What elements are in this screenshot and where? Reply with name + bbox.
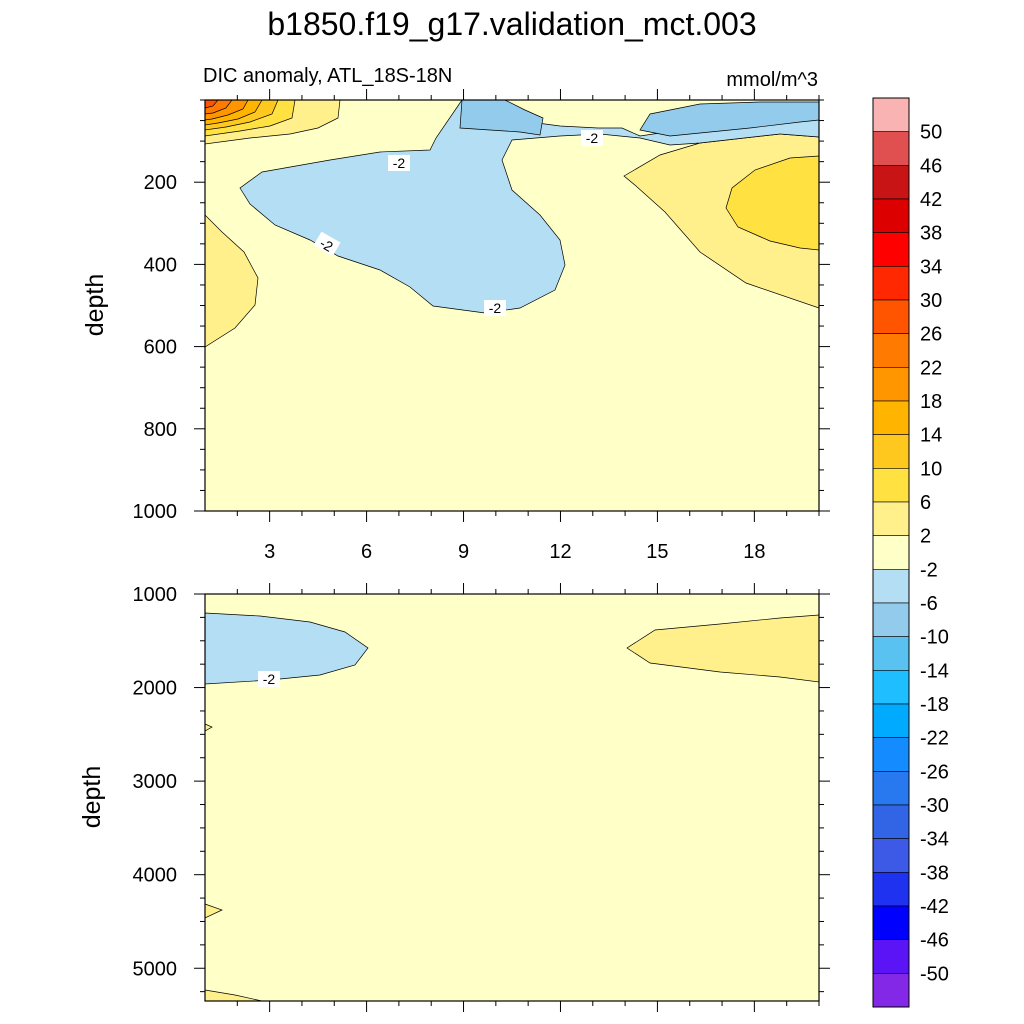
colorbar-label: 42	[920, 189, 942, 211]
x-tick-label: 9	[458, 541, 469, 563]
colorbar-swatch	[872, 804, 910, 839]
colorbar-label: 38	[920, 223, 942, 245]
x-tick-label: 18	[743, 541, 765, 563]
colorbar-label: 30	[920, 290, 942, 312]
contour-label: -2	[489, 300, 502, 316]
y-tick-label: 800	[144, 419, 177, 441]
upper-panel: -2 -2 -2 -2 3 6 9 12 15 18 200 400 600 800 1000 de…	[81, 89, 830, 563]
colorbar-label: -10	[920, 627, 949, 649]
lower-region-neg-west	[204, 612, 369, 685]
y-tick-label: 5000	[133, 958, 178, 980]
upper-contour-labels: -2 -2 -2 -2	[313, 130, 603, 316]
units-label: mmol/m^3	[726, 69, 818, 91]
y-tick-label: 200	[144, 172, 177, 194]
colorbar-swatch	[872, 771, 910, 806]
colorbar-label: -6	[920, 593, 938, 615]
colorbar-swatch	[872, 535, 910, 570]
colorbar-label: -2	[920, 559, 938, 581]
x-tick-label: 12	[549, 541, 571, 563]
colorbar-swatch	[872, 973, 910, 1008]
colorbar-swatch	[872, 333, 910, 368]
upper-y-axis-label: depth	[81, 274, 109, 337]
colorbar-swatch	[872, 872, 910, 907]
colorbar-swatch	[872, 400, 910, 435]
y-tick-label: 1000	[133, 501, 178, 523]
colorbar-label: 26	[920, 324, 942, 346]
colorbar-label: -30	[920, 795, 949, 817]
colorbar-swatch	[872, 737, 910, 772]
colorbar-label: -42	[920, 896, 949, 918]
colorbar-swatch	[872, 501, 910, 536]
y-tick-label: 600	[144, 337, 177, 359]
colorbar-swatch	[872, 670, 910, 705]
colorbar-swatch	[872, 299, 910, 334]
colorbar-label: 22	[920, 357, 942, 379]
colorbar-label: -46	[920, 930, 949, 952]
lower-region-pos-east	[626, 614, 820, 683]
colorbar-swatch	[872, 232, 910, 267]
y-tick-label: 400	[144, 254, 177, 276]
upper-ticks: 3 6 9 12 15 18 200 400 600 800 1000	[133, 89, 830, 563]
colorbar-label: 18	[920, 391, 942, 413]
chart-subtitle: DIC anomaly, ATL_18S-18N	[203, 65, 452, 87]
colorbar-swatch	[872, 97, 910, 132]
colorbar-swatch	[872, 905, 910, 940]
upper-region-neg	[239, 99, 820, 314]
contour-label: -2	[586, 130, 599, 146]
chart-title: b1850.f19_g17.validation_mct.003	[267, 6, 756, 42]
y-tick-label: 1000	[133, 584, 178, 606]
colorbar-label: 50	[920, 122, 942, 144]
colorbar-swatch	[872, 838, 910, 873]
x-tick-label: 6	[361, 541, 372, 563]
lower-panel: -2 1000 2000 3000 4000 5000 depth	[78, 583, 830, 1012]
colorbar-swatch	[872, 367, 910, 402]
colorbar-swatch	[872, 198, 910, 233]
colorbar-swatch	[872, 939, 910, 974]
contour-label: -2	[263, 671, 276, 687]
colorbar-label: -26	[920, 761, 949, 783]
colorbar-swatch	[872, 434, 910, 469]
colorbar-label: -22	[920, 728, 949, 750]
colorbar-swatch	[872, 569, 910, 604]
colorbar-swatch	[872, 468, 910, 503]
colorbar: 50 46 42 38 34 30 26 22 18 14 10 6 2 -2 -6 -10 -14 -18 -22…	[872, 97, 949, 1008]
colorbar-label: 14	[920, 425, 942, 447]
colorbar-label: 34	[920, 256, 942, 278]
colorbar-label: -14	[920, 660, 949, 682]
colorbar-swatch	[872, 602, 910, 637]
colorbar-label: -18	[920, 694, 949, 716]
x-tick-label: 15	[646, 541, 668, 563]
colorbar-label: 46	[920, 155, 942, 177]
x-tick-label: 3	[264, 541, 275, 563]
y-tick-label: 2000	[133, 678, 178, 700]
upper-region-neg-core-1	[459, 99, 544, 136]
colorbar-label: -38	[920, 862, 949, 884]
colorbar-swatch	[872, 636, 910, 671]
upper-region-pos-west	[204, 214, 259, 348]
lower-y-axis-label: depth	[78, 766, 106, 829]
colorbar-label: -50	[920, 963, 949, 985]
colorbar-frame	[872, 97, 910, 1008]
colorbar-swatch	[872, 131, 910, 166]
colorbar-swatch	[872, 165, 910, 200]
colorbar-label: 10	[920, 458, 942, 480]
colorbar-swatch	[872, 266, 910, 301]
y-tick-label: 4000	[133, 865, 178, 887]
lower-plot-frame	[204, 593, 820, 1002]
lower-ticks: 1000 2000 3000 4000 5000	[133, 583, 830, 1012]
y-tick-label: 3000	[133, 771, 178, 793]
colorbar-label: 2	[920, 526, 931, 548]
lower-contour-labels: -2	[258, 671, 280, 687]
colorbar-label: -34	[920, 829, 949, 851]
contour-label: -2	[393, 155, 406, 171]
upper-region-pos-east-core	[725, 155, 820, 251]
colorbar-label: 6	[920, 492, 931, 514]
colorbar-swatch	[872, 703, 910, 738]
